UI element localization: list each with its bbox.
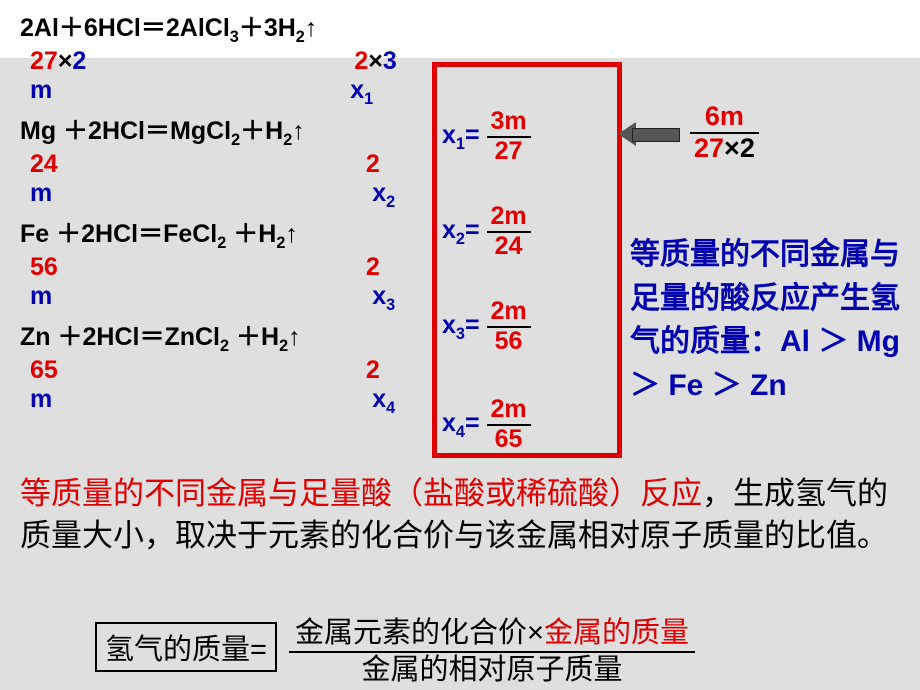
arrow-icon [618,126,678,142]
equation-line: Fe ＋2HCl＝FeCl2 ＋H2↑ [20,214,420,253]
variable-line: mx3 [20,282,420,315]
side-conclusion: 等质量的不同金属与足量的酸反应产生氢气的质量：Al ＞ Mg ＞ Fe ＞ Zn [630,233,900,407]
formula: 氢气的质量= 金属元素的化合价×金属的质量 金属的相对原子质量 [95,616,695,688]
equation-block: Zn ＋2HCl＝ZnCl2 ＋H2↑652mx4 [20,317,420,418]
mass-line: 27×22×3 [20,47,420,76]
variable-line: mx4 [20,385,420,418]
equations-area: 2Al＋6HCl＝2AlCl3＋3H2↑27×22×3mx1Mg ＋2HCl＝M… [20,8,420,420]
formula-label: 氢气的质量= [95,622,277,672]
equation-line: Mg ＋2HCl＝MgCl2＋H2↑ [20,111,420,150]
equation-block: 2Al＋6HCl＝2AlCl3＋3H2↑27×22×3mx1 [20,8,420,109]
x-result: x4= 2m65 [442,396,531,453]
x-result: x1= 3m27 [442,108,531,165]
mass-line: 562 [20,253,420,282]
equation-line: Zn ＋2HCl＝ZnCl2 ＋H2↑ [20,317,420,356]
variable-line: mx1 [20,76,420,109]
mass-line: 652 [20,356,420,385]
variable-line: mx2 [20,179,420,212]
equation-line: 2Al＋6HCl＝2AlCl3＋3H2↑ [20,8,420,47]
x-result: x2= 2m24 [442,203,531,260]
mass-line: 242 [20,150,420,179]
equation-block: Mg ＋2HCl＝MgCl2＋H2↑242mx2 [20,111,420,212]
equation-block: Fe ＋2HCl＝FeCl2 ＋H2↑562mx3 [20,214,420,315]
bottom-conclusion: 等质量的不同金属与足量酸（盐酸或稀硫酸）反应，生成氢气的质量大小，取决于元素的化… [20,473,900,557]
x-result: x3= 2m56 [442,298,531,355]
side-fraction: 6m 27×2 [690,102,759,163]
